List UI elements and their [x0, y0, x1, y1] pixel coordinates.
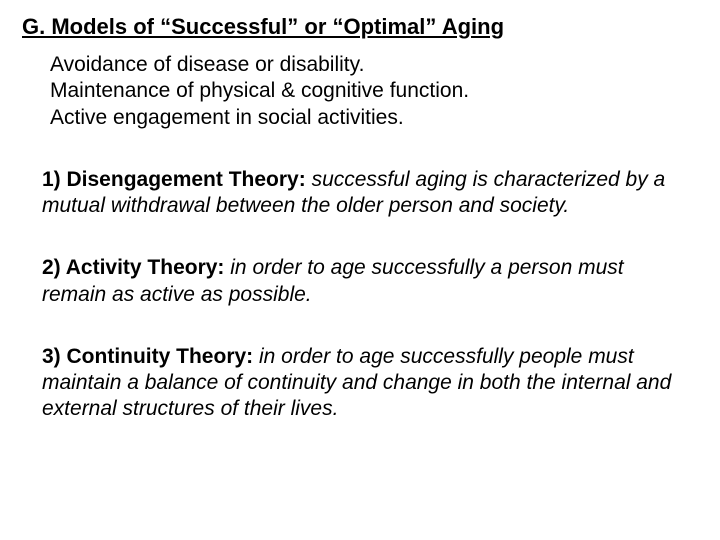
intro-line: Avoidance of disease or disability. [50, 52, 698, 78]
intro-list: Avoidance of disease or disability. Main… [50, 52, 698, 131]
theory-label: 3) Continuity Theory: [42, 345, 259, 368]
theory-label: 1) Disengagement Theory: [42, 168, 312, 191]
theory-item: 3) Continuity Theory: in order to age su… [42, 344, 688, 423]
theory-item: 2) Activity Theory: in order to age succ… [42, 255, 688, 308]
theory-label: 2) Activity Theory: [42, 256, 230, 279]
intro-line: Maintenance of physical & cognitive func… [50, 78, 698, 104]
section-heading: G. Models of “Successful” or “Optimal” A… [22, 14, 698, 40]
theory-item: 1) Disengagement Theory: successful agin… [42, 167, 688, 220]
slide-content: G. Models of “Successful” or “Optimal” A… [0, 0, 720, 473]
intro-line: Active engagement in social activities. [50, 105, 698, 131]
